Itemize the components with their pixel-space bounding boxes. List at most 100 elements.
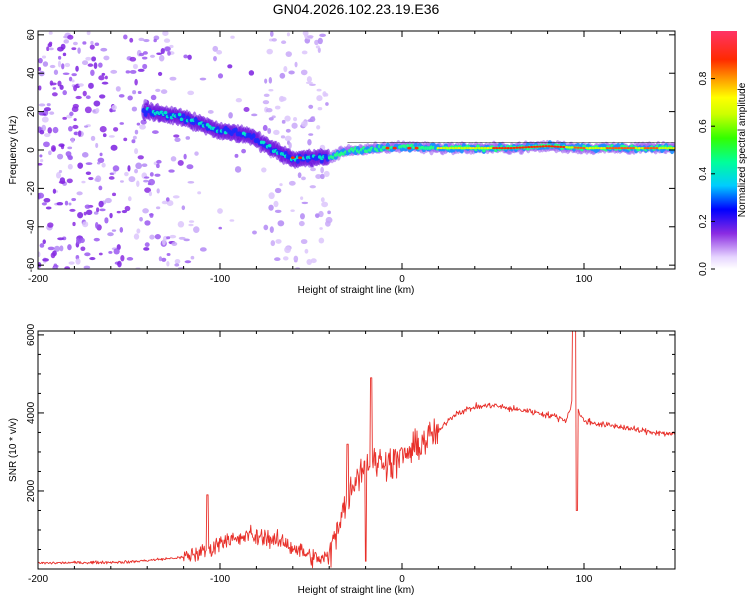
spectrogram-ridge-strong — [599, 146, 603, 150]
spectrogram-noise-point — [75, 258, 81, 265]
x-tick-label: 0 — [399, 274, 405, 285]
spectrogram-noise-point — [142, 51, 148, 55]
spectrogram-ridge-spot — [407, 146, 412, 150]
spectrogram-ridge-strong — [518, 146, 522, 149]
spectrogram-noise-point — [102, 133, 107, 138]
spectrogram-ridge-peak — [163, 110, 168, 115]
spectrogram-noise-point — [90, 69, 95, 76]
spectrogram-noise-point — [228, 112, 233, 119]
spectrogram-ridge-strong — [629, 146, 633, 150]
spectrogram-noise-point — [290, 209, 295, 212]
spectrogram-noise-point — [144, 187, 152, 193]
spectrogram-noise-point — [136, 122, 141, 126]
spectrogram-noise-point — [58, 143, 65, 148]
x-tick-label: -200 — [28, 274, 48, 285]
snr-panel: -200 -100 0 100 2000 4000 6000 Height of stra… — [8, 323, 676, 596]
spectrogram-noise-point — [62, 90, 67, 96]
spectrogram-noise-point — [104, 217, 109, 224]
spectrogram-noise-point — [96, 207, 100, 213]
spectrogram-noise-point — [82, 90, 87, 97]
spectrogram-noise-point — [49, 111, 55, 115]
spectrogram-ridge-strong — [530, 145, 534, 149]
spectrogram-noise-point — [141, 163, 148, 168]
spectrogram-noise-point — [69, 111, 74, 117]
spectrogram-ridge-strong — [567, 146, 571, 149]
spectrogram-noise-point — [73, 118, 77, 122]
spectrogram-noise-point — [284, 115, 291, 122]
spectrogram-noise-point — [46, 46, 50, 52]
spectrogram-ridge-strong — [658, 146, 662, 150]
spectrogram-noise-point — [156, 52, 163, 55]
spectrogram-noise-point — [57, 60, 62, 68]
spectrogram-noise-point — [308, 133, 314, 136]
spectrogram-noise-point — [166, 236, 171, 240]
spectrogram-ridge-strong — [559, 145, 563, 148]
spectrogram-noise-point — [52, 188, 57, 194]
spectrogram-noise-point — [148, 191, 153, 197]
x-tick-label: 0 — [399, 574, 405, 585]
spectrogram-noise-point — [98, 185, 103, 191]
spectrogram-noise-point — [294, 61, 298, 68]
spectrogram-noise-point — [161, 200, 169, 205]
spectrogram-noise-point — [98, 252, 103, 256]
spectrogram-noise-point — [306, 258, 312, 265]
spectrogram-ridge-strong — [512, 146, 516, 150]
x-tick-label: -100 — [210, 574, 230, 585]
spectrogram-noise-point — [277, 220, 285, 227]
colorbar-tick-label: 0.6 — [698, 119, 709, 133]
spectrogram-noise-point — [70, 137, 75, 143]
spectrogram-noise-point — [115, 86, 121, 92]
spectrogram-noise-point — [118, 94, 125, 98]
spectrogram-noise-point — [268, 192, 275, 200]
spectrogram-noise-point — [125, 70, 131, 74]
spectrogram-ridge-peak — [179, 117, 184, 122]
spectrogram-ridge-strong — [500, 146, 504, 150]
spectrogram-noise-point — [304, 248, 309, 254]
spectrogram-noise-point — [308, 104, 314, 109]
spectrogram-noise-point — [93, 237, 100, 242]
snr-line-layer — [38, 331, 675, 569]
spectrogram-noise-point — [38, 85, 42, 91]
spectrogram-noise-point — [142, 208, 149, 214]
spectrogram-ridge-strong — [521, 146, 525, 149]
spectrogram-noise-point — [320, 166, 324, 174]
spectrogram-noise-point — [323, 170, 330, 178]
spectrogram-ridge-strong — [611, 146, 615, 150]
spectrogram-noise-point — [119, 122, 124, 125]
spectrogram-noise-point — [62, 116, 67, 120]
spectrogram-noise-point — [65, 151, 72, 157]
spectrogram-noise-point — [300, 196, 304, 200]
spectrogram-noise-point — [127, 196, 132, 202]
spectrogram-ridge-strong — [605, 146, 609, 150]
spectrogram-noise-point — [79, 237, 85, 244]
spectrogram-noise-point — [265, 107, 273, 113]
spectrogram-noise-point — [58, 169, 63, 174]
spectrogram-noise-point — [288, 142, 292, 149]
spectrogram-ridge-strong — [445, 146, 449, 150]
spectrogram-noise-point — [162, 31, 169, 36]
spectrogram-ridge-core — [141, 107, 146, 114]
y-tick-label: 60 — [26, 29, 37, 41]
spectrogram-noise-point — [129, 56, 137, 62]
spectrogram-noise-point — [72, 221, 76, 227]
spectrogram-noise-point — [123, 137, 128, 142]
spectrogram-ridge-strong — [582, 146, 586, 150]
spectrogram-noise-point — [83, 265, 91, 269]
spectrogram-noise-point — [172, 195, 180, 199]
spectrogram-noise-point — [77, 162, 84, 169]
spectrogram-noise-point — [315, 45, 320, 49]
spectrogram-noise-point — [63, 35, 69, 39]
spectrogram-noise-point — [86, 31, 91, 36]
spectrogram-noise-point — [142, 63, 148, 70]
spectrogram-noise-point — [263, 224, 269, 231]
spectrogram-noise-point — [139, 124, 146, 130]
spectrogram-noise-point — [127, 165, 131, 172]
spectrogram-noise-point — [169, 44, 174, 49]
spectrogram-noise-point — [75, 95, 82, 100]
spectrogram-noise-point — [309, 116, 316, 122]
spectrogram-noise-point — [57, 80, 62, 87]
spectrogram-ridge-strong — [573, 146, 577, 149]
spectrogram-noise-point — [305, 81, 313, 85]
spectrogram-x-axis-label: Height of straight line (km) — [298, 285, 415, 296]
spectrogram-ridge-strong — [454, 146, 458, 150]
